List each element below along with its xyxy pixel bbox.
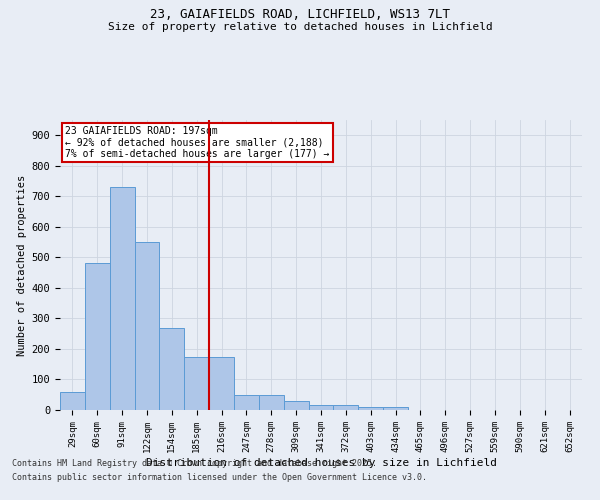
Text: Size of property relative to detached houses in Lichfield: Size of property relative to detached ho… <box>107 22 493 32</box>
Bar <box>259 394 284 410</box>
Bar <box>60 392 85 410</box>
Bar <box>209 356 234 410</box>
Y-axis label: Number of detached properties: Number of detached properties <box>17 174 28 356</box>
Bar <box>85 264 110 410</box>
Text: Contains HM Land Registry data © Crown copyright and database right 2025.: Contains HM Land Registry data © Crown c… <box>12 458 377 468</box>
Bar <box>334 406 358 410</box>
Bar <box>383 407 408 410</box>
Text: 23, GAIAFIELDS ROAD, LICHFIELD, WS13 7LT: 23, GAIAFIELDS ROAD, LICHFIELD, WS13 7LT <box>150 8 450 20</box>
Bar <box>110 187 134 410</box>
Text: Contains public sector information licensed under the Open Government Licence v3: Contains public sector information licen… <box>12 474 427 482</box>
Bar <box>160 328 184 410</box>
Bar <box>284 401 308 410</box>
Bar <box>308 406 334 410</box>
X-axis label: Distribution of detached houses by size in Lichfield: Distribution of detached houses by size … <box>146 458 497 468</box>
Bar <box>358 407 383 410</box>
Bar <box>134 242 160 410</box>
Text: 23 GAIAFIELDS ROAD: 197sqm
← 92% of detached houses are smaller (2,188)
7% of se: 23 GAIAFIELDS ROAD: 197sqm ← 92% of deta… <box>65 126 329 159</box>
Bar <box>234 394 259 410</box>
Bar <box>184 356 209 410</box>
